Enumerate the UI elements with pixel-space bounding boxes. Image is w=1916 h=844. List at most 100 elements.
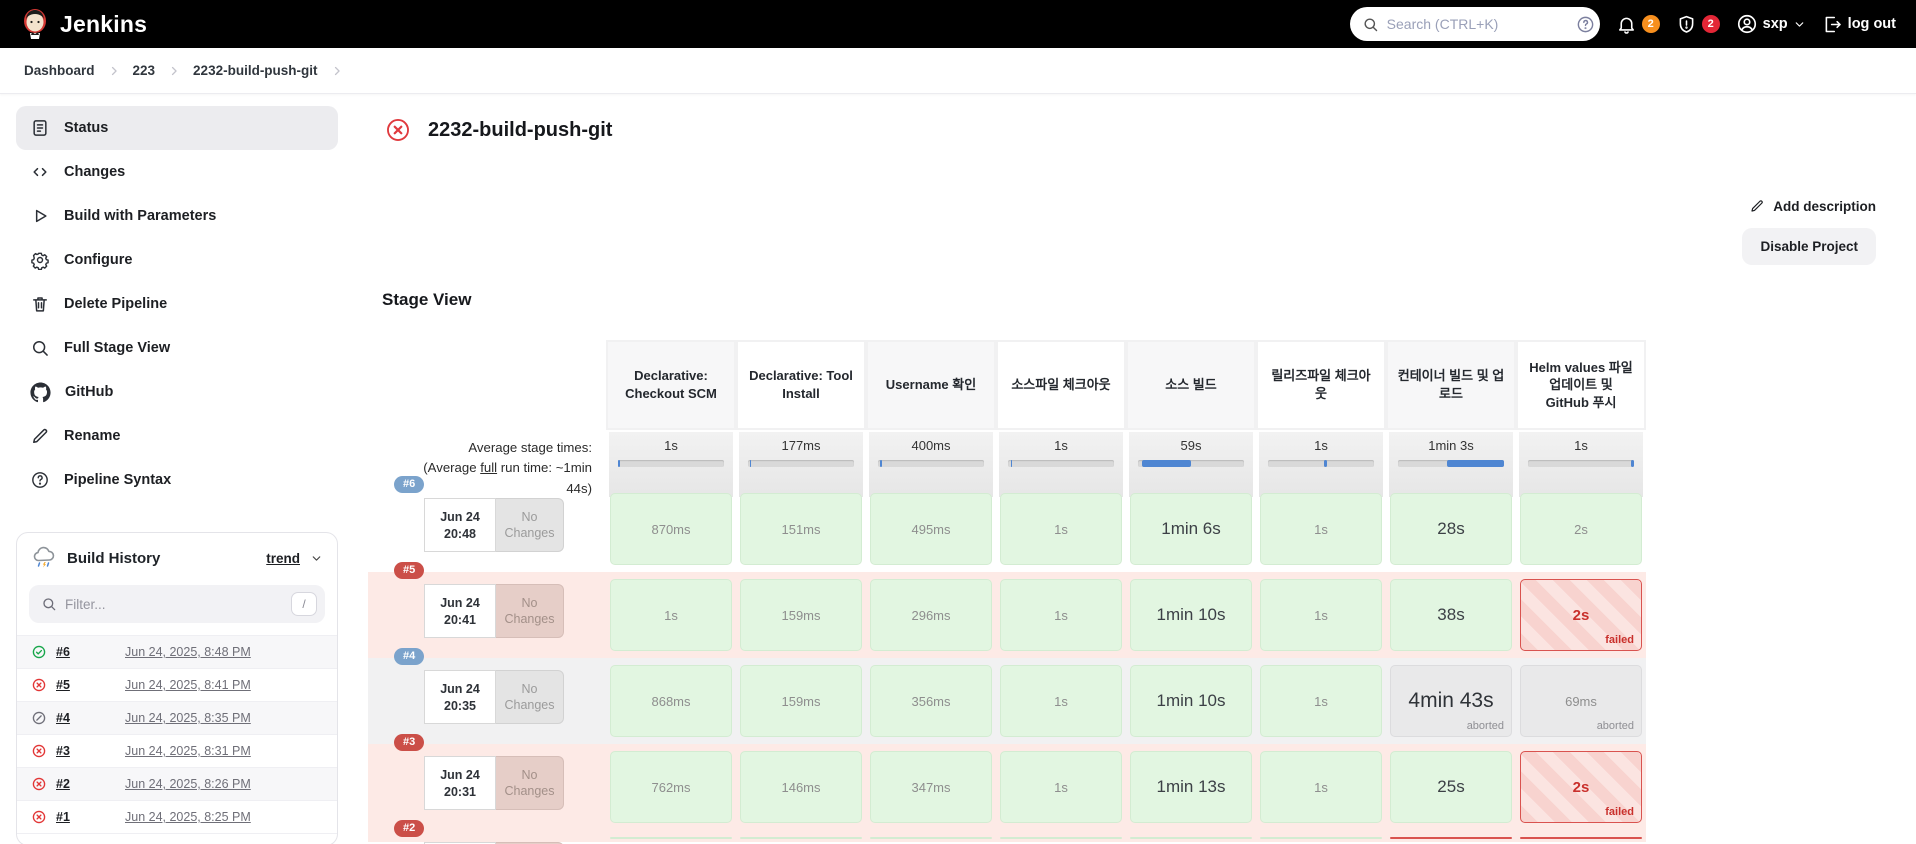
stage-cell-ok[interactable] (740, 837, 862, 839)
stage-cell-ok[interactable]: 151ms (740, 493, 862, 565)
stage-cell-ok[interactable] (1260, 837, 1382, 839)
stage-cell-ok[interactable]: 25s (1390, 751, 1512, 823)
build-datetime-box[interactable]: Jun 24 20:41 (424, 584, 496, 638)
stage-cell-ok[interactable]: 868ms (610, 665, 732, 737)
build-history-row[interactable]: #5 Jun 24, 2025, 8:41 PM (17, 668, 337, 701)
chevron-down-icon[interactable] (310, 552, 323, 565)
stage-cell-ok[interactable]: 1min 13s (1130, 751, 1252, 823)
stage-cell-ok[interactable]: 296ms (870, 579, 992, 651)
stage-cell-fail[interactable]: 2s failed (1520, 579, 1642, 651)
stage-cell-ok[interactable]: 870ms (610, 493, 732, 565)
stage-cell-abort[interactable]: 4min 43s aborted (1390, 665, 1512, 737)
build-number-link[interactable]: #3 (56, 744, 70, 758)
sidebar-item-github[interactable]: GitHub (16, 370, 338, 414)
stage-cell-abort[interactable]: 69ms aborted (1520, 665, 1642, 737)
build-datetime-box[interactable]: Jun 24 20:31 (424, 756, 496, 810)
trend-link[interactable]: trend (266, 550, 300, 566)
build-datetime-box[interactable] (424, 842, 496, 844)
sidebar-item-configure[interactable]: Configure (16, 238, 338, 282)
build-history-row[interactable]: #4 Jun 24, 2025, 8:35 PM (17, 701, 337, 734)
stage-cell-fail[interactable] (1520, 837, 1642, 839)
build-history-row[interactable]: #3 Jun 24, 2025, 8:31 PM (17, 734, 337, 767)
build-changes-box[interactable]: No Changes (496, 584, 564, 638)
stage-status-label: failed (1605, 634, 1634, 646)
build-number-badge[interactable]: #3 (394, 734, 425, 751)
stage-cell-ok[interactable]: 1s (1260, 493, 1382, 565)
build-history-row[interactable]: #6 Jun 24, 2025, 8:48 PM (17, 635, 337, 668)
stage-cell-ok[interactable]: 146ms (740, 751, 862, 823)
jenkins-logo[interactable]: Jenkins (20, 8, 147, 40)
build-changes-box[interactable]: No Changes (496, 670, 564, 724)
stage-cell-ok[interactable]: 38s (1390, 579, 1512, 651)
add-description-button[interactable]: Add description (1749, 198, 1876, 214)
stage-cell-ok[interactable]: 159ms (740, 579, 862, 651)
stage-duration: 870ms (651, 521, 691, 537)
stage-cell-ok[interactable]: 356ms (870, 665, 992, 737)
build-number-link[interactable]: #2 (56, 777, 70, 791)
build-history-row[interactable]: #2 Jun 24, 2025, 8:26 PM (17, 767, 337, 800)
build-number-badge[interactable]: #2 (394, 820, 425, 837)
stage-cell-ok[interactable]: 1s (1260, 665, 1382, 737)
build-number-link[interactable]: #6 (56, 645, 70, 659)
stage-cell-ok[interactable]: 347ms (870, 751, 992, 823)
build-date-link[interactable]: Jun 24, 2025, 8:26 PM (125, 777, 251, 791)
build-number-badge[interactable]: #6 (394, 476, 425, 493)
build-date-link[interactable]: Jun 24, 2025, 8:48 PM (125, 645, 251, 659)
build-number-link[interactable]: #5 (56, 678, 70, 692)
logout-button[interactable]: log out (1822, 14, 1896, 35)
disable-project-button[interactable]: Disable Project (1742, 228, 1876, 265)
search-input[interactable] (1386, 16, 1568, 32)
build-number-link[interactable]: #4 (56, 711, 70, 725)
stage-cell-ok[interactable]: 1min 10s (1130, 665, 1252, 737)
stage-cell-ok[interactable]: 1min 10s (1130, 579, 1252, 651)
build-changes-box[interactable]: No Changes (496, 756, 564, 810)
build-date-link[interactable]: Jun 24, 2025, 8:41 PM (125, 678, 251, 692)
sidebar-item-label: Changes (64, 164, 126, 180)
filter-input[interactable] (65, 596, 283, 612)
build-changes-box[interactable]: No Changes (496, 498, 564, 552)
stage-cell-ok[interactable]: 495ms (870, 493, 992, 565)
stage-cell-ok[interactable] (1130, 837, 1252, 839)
build-datetime-box[interactable]: Jun 24 20:35 (424, 670, 496, 724)
stage-cell-fail[interactable]: 2s failed (1520, 751, 1642, 823)
stage-cell-ok[interactable]: 1min 6s (1130, 493, 1252, 565)
sidebar-item-changes[interactable]: Changes (16, 150, 338, 194)
build-number-badge[interactable]: #5 (394, 562, 425, 579)
sidebar-item-pipeline-syntax[interactable]: Pipeline Syntax (16, 458, 338, 502)
stage-cell-ok[interactable] (1000, 837, 1122, 839)
stage-cell-ok[interactable]: 1s (610, 579, 732, 651)
breadcrumb-item[interactable]: Dashboard (24, 63, 95, 78)
stage-cell-ok[interactable]: 159ms (740, 665, 862, 737)
stage-cell-ok[interactable]: 1s (1000, 751, 1122, 823)
build-date-link[interactable]: Jun 24, 2025, 8:35 PM (125, 711, 251, 725)
stage-cell-ok[interactable]: 1s (1260, 751, 1382, 823)
user-menu[interactable]: sxp (1736, 13, 1806, 35)
stage-cell-fail[interactable] (1390, 837, 1512, 839)
stage-cell-ok[interactable]: 1s (1000, 579, 1122, 651)
sidebar-item-build-with-parameters[interactable]: Build with Parameters (16, 194, 338, 238)
build-number-badge[interactable]: #4 (394, 648, 425, 665)
stage-cell-ok[interactable]: 1s (1260, 579, 1382, 651)
stage-cell-ok[interactable] (610, 837, 732, 839)
sidebar-item-full-stage-view[interactable]: Full Stage View (16, 326, 338, 370)
sidebar-item-status[interactable]: Status (16, 106, 338, 150)
sidebar-item-rename[interactable]: Rename (16, 414, 338, 458)
chevron-right-icon (330, 64, 344, 78)
build-date-link[interactable]: Jun 24, 2025, 8:25 PM (125, 810, 251, 824)
build-datetime-box[interactable]: Jun 24 20:48 (424, 498, 496, 552)
stage-cell-ok[interactable]: 762ms (610, 751, 732, 823)
breadcrumb-item[interactable]: 223 (132, 63, 156, 78)
sidebar-item-delete-pipeline[interactable]: Delete Pipeline (16, 282, 338, 326)
build-number-link[interactable]: #1 (56, 810, 70, 824)
notifications-button[interactable]: 2 (1616, 14, 1660, 35)
stage-cell-ok[interactable]: 2s (1520, 493, 1642, 565)
security-warnings-button[interactable]: 2 (1676, 14, 1720, 35)
stage-cell-ok[interactable]: 28s (1390, 493, 1512, 565)
stage-cell-ok[interactable] (870, 837, 992, 839)
stage-cell-ok[interactable]: 1s (1000, 665, 1122, 737)
breadcrumb-item[interactable]: 2232-build-push-git (193, 63, 318, 78)
build-date-link[interactable]: Jun 24, 2025, 8:31 PM (125, 744, 251, 758)
search-help-icon[interactable] (1576, 15, 1595, 34)
build-history-row[interactable]: #1 Jun 24, 2025, 8:25 PM (17, 800, 337, 833)
stage-cell-ok[interactable]: 1s (1000, 493, 1122, 565)
